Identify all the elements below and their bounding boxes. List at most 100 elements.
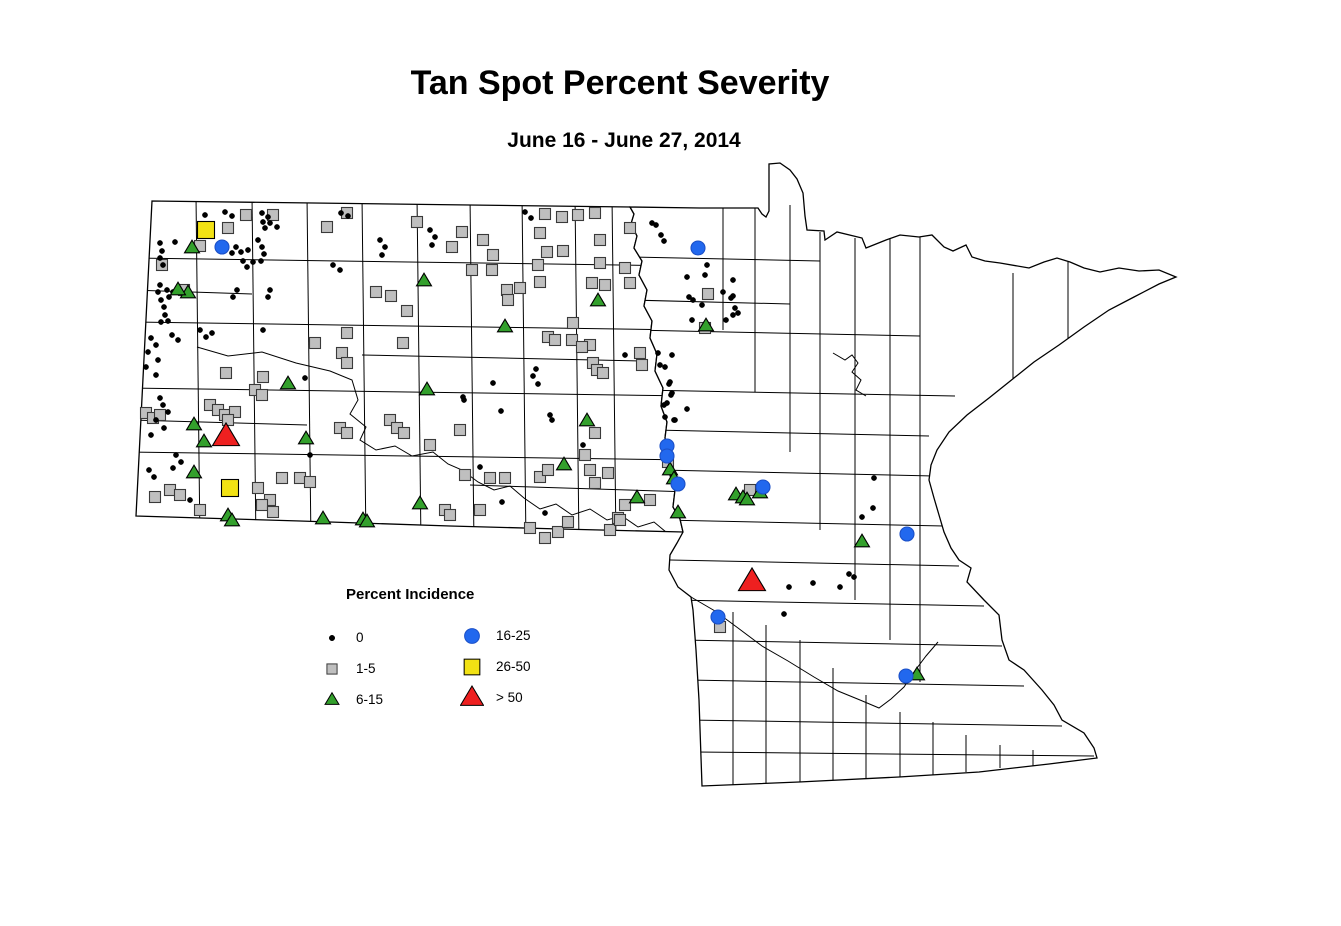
marker-cat0: [265, 214, 271, 220]
marker-cat0: [202, 212, 208, 218]
marker-cat0: [250, 259, 256, 265]
marker-cat6_15: [853, 533, 871, 548]
marker-cat1_5: [565, 333, 579, 347]
marker-cat_gt50: [737, 566, 767, 592]
marker-cat0: [702, 272, 708, 278]
marker-cat0: [549, 417, 555, 423]
marker-cat1_5: [593, 256, 607, 270]
marker-cat0: [146, 467, 152, 473]
marker-cat6_15: [555, 456, 573, 471]
marker-cat1_5: [239, 208, 253, 222]
marker-cat6_15: [279, 375, 297, 390]
marker-cat1_5: [340, 326, 354, 340]
marker-cat0: [669, 390, 675, 396]
marker-cat0: [197, 327, 203, 333]
marker-cat16_25: [898, 668, 914, 684]
marker-cat6_15: [697, 317, 715, 332]
marker-cat0: [580, 442, 586, 448]
marker-cat1_5: [588, 206, 602, 220]
marker-cat6_15: [183, 239, 201, 254]
marker-cat6_15: [738, 491, 756, 506]
marker-cat0: [302, 375, 308, 381]
marker-cat0: [658, 232, 664, 238]
marker-cat0: [161, 304, 167, 310]
marker-cat6_15: [185, 464, 203, 479]
marker-cat0: [661, 238, 667, 244]
marker-cat0: [173, 452, 179, 458]
marker-cat0: [307, 452, 313, 458]
legend-item-cat1_5: 1-5: [320, 653, 383, 684]
marker-cat0: [735, 310, 741, 316]
marker-cat1_5: [383, 413, 397, 427]
marker-cat1_5: [548, 333, 562, 347]
marker-cat1_5: [556, 244, 570, 258]
marker-cat0: [530, 373, 536, 379]
marker-cat0: [699, 302, 705, 308]
marker-cat1_5: [335, 346, 349, 360]
marker-cat1_5: [369, 285, 383, 299]
marker-cat0: [153, 342, 159, 348]
marker-cat0: [143, 364, 149, 370]
marker-cat1_5: [618, 261, 632, 275]
marker-cat1_5: [561, 515, 575, 529]
marker-cat0: [160, 262, 166, 268]
marker-cat0: [267, 220, 273, 226]
legend-title: Percent Incidence: [346, 586, 475, 603]
marker-cat1_5: [476, 233, 490, 247]
marker-cat0: [259, 244, 265, 250]
marker-cat1_5: [555, 210, 569, 224]
marker-cat6_15: [223, 512, 241, 527]
marker-cat16_25: [659, 448, 675, 464]
marker-cat0: [187, 497, 193, 503]
minnesota-outline: [628, 162, 1178, 787]
marker-cat0: [522, 209, 528, 215]
marker-cat1_5: [540, 245, 554, 259]
marker-cat0: [720, 289, 726, 295]
marker-cat1_5: [633, 346, 647, 360]
marker-cat0: [172, 239, 178, 245]
page-title: Tan Spot Percent Severity: [410, 64, 830, 102]
marker-cat0: [155, 289, 161, 295]
marker-cat0: [547, 412, 553, 418]
marker-cat1_5: [523, 521, 537, 535]
marker-cat0: [222, 209, 228, 215]
marker-cat0: [178, 459, 184, 465]
marker-cat1_5: [423, 438, 437, 452]
marker-cat1_5: [275, 471, 289, 485]
marker-cat0: [669, 352, 675, 358]
marker-cat6_15: [628, 489, 646, 504]
marker-cat26_50: [220, 478, 240, 498]
marker-cat1_5: [501, 293, 515, 307]
marker-cat1_5: [397, 426, 411, 440]
marker-cat1_5: [410, 215, 424, 229]
marker-cat0: [859, 514, 865, 520]
marker-cat1_5: [531, 258, 545, 272]
marker-cat1_5: [266, 505, 280, 519]
marker-cat1_5: [588, 476, 602, 490]
circle-icon: [460, 624, 484, 648]
marker-cat1_5: [486, 248, 500, 262]
marker-cat1_5: [340, 356, 354, 370]
date-range-subtitle: June 16 - June 27, 2014: [507, 129, 741, 152]
marker-cat0: [165, 318, 171, 324]
marker-cat0: [162, 312, 168, 318]
marker-cat0: [170, 465, 176, 471]
marker-cat0: [330, 262, 336, 268]
marker-cat0: [245, 247, 251, 253]
marker-cat1_5: [538, 207, 552, 221]
legend-item-cat_gt50: > 50: [460, 682, 531, 713]
marker-cat0: [498, 408, 504, 414]
marker-cat0: [157, 255, 163, 261]
triangle-icon: [320, 688, 344, 712]
marker-cat0: [151, 474, 157, 480]
marker-cat1_5: [303, 475, 317, 489]
marker-cat0: [153, 417, 159, 423]
marker-cat1_5: [400, 304, 414, 318]
marker-cat1_5: [256, 370, 270, 384]
marker-cat1_5: [340, 426, 354, 440]
marker-cat0: [684, 406, 690, 412]
marker-cat0: [153, 372, 159, 378]
marker-cat6_15: [418, 381, 436, 396]
